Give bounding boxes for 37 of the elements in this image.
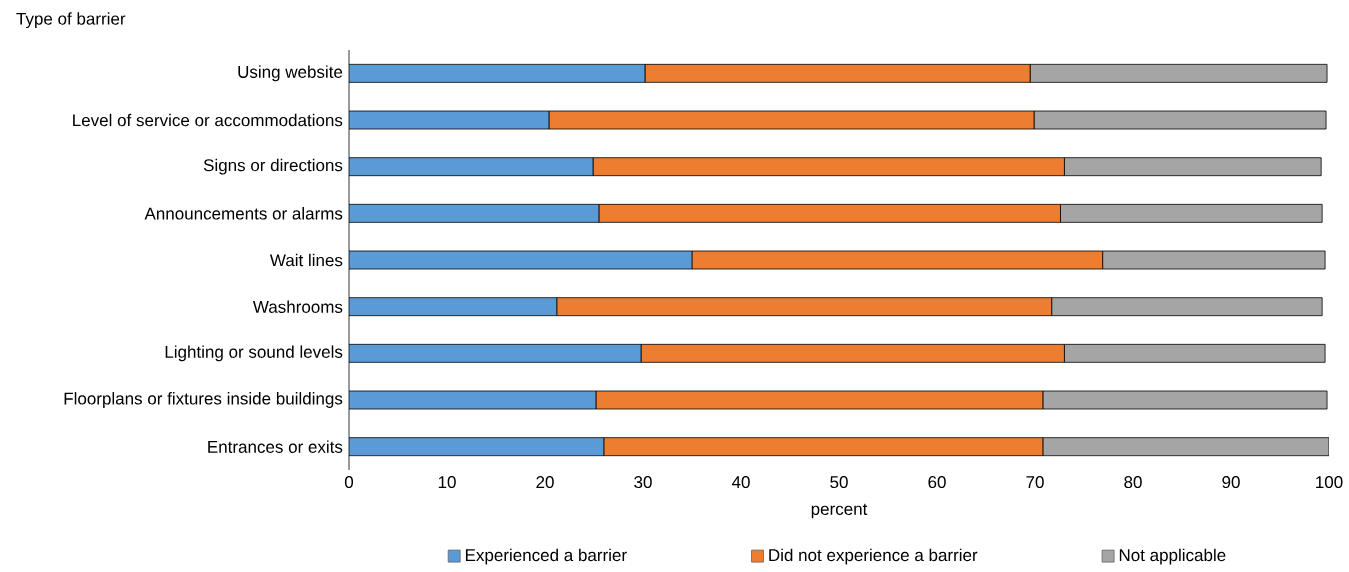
x-tick-label: 0 [344,476,354,489]
y-tick-label: Announcements or alarms [144,207,343,220]
y-tick-label: Floorplans or fixtures inside buildings [64,392,343,409]
x-tick-label: 20 [536,476,554,489]
bar [349,297,558,317]
bar [1029,64,1328,83]
bar [1051,297,1323,317]
y-tick-label: Signs or directions [203,158,343,175]
x-axis-title: percent [811,504,868,519]
legend-label: Not applicable [1119,548,1226,565]
y-tick-label: Washrooms [252,300,343,314]
bar [349,157,594,177]
bar [1064,157,1322,177]
x-tick-label: 90 [1222,476,1240,489]
y-tick-label: Lighting or sound levels [165,345,343,362]
bar [1042,437,1330,457]
y-tick-label: Level of service or accommodations [73,114,343,127]
y-tick-label: Using website [238,65,343,82]
bar [349,64,646,83]
y-tick-label: Wait lines [269,254,343,267]
bar [349,204,600,223]
y-tick-label: Entrances or exits [208,440,343,454]
bar [1064,344,1326,363]
x-tick-label: 30 [634,476,652,489]
x-tick-label: 80 [1124,476,1142,489]
bar [1060,204,1323,223]
x-tick-label: 50 [830,476,848,489]
bar [349,437,605,457]
x-tick-label: 60 [928,476,946,489]
x-tick-label: 10 [438,476,456,489]
legend-label: Did not experience a barrier [769,548,978,565]
legend-label: Experienced a barrier [465,548,627,565]
x-tick-label: 100 [1316,476,1343,489]
x-tick-label: 70 [1026,476,1044,489]
x-tick-label: 40 [731,476,750,489]
bar [349,344,642,363]
y-axis-title: Type of barrier [16,12,126,29]
